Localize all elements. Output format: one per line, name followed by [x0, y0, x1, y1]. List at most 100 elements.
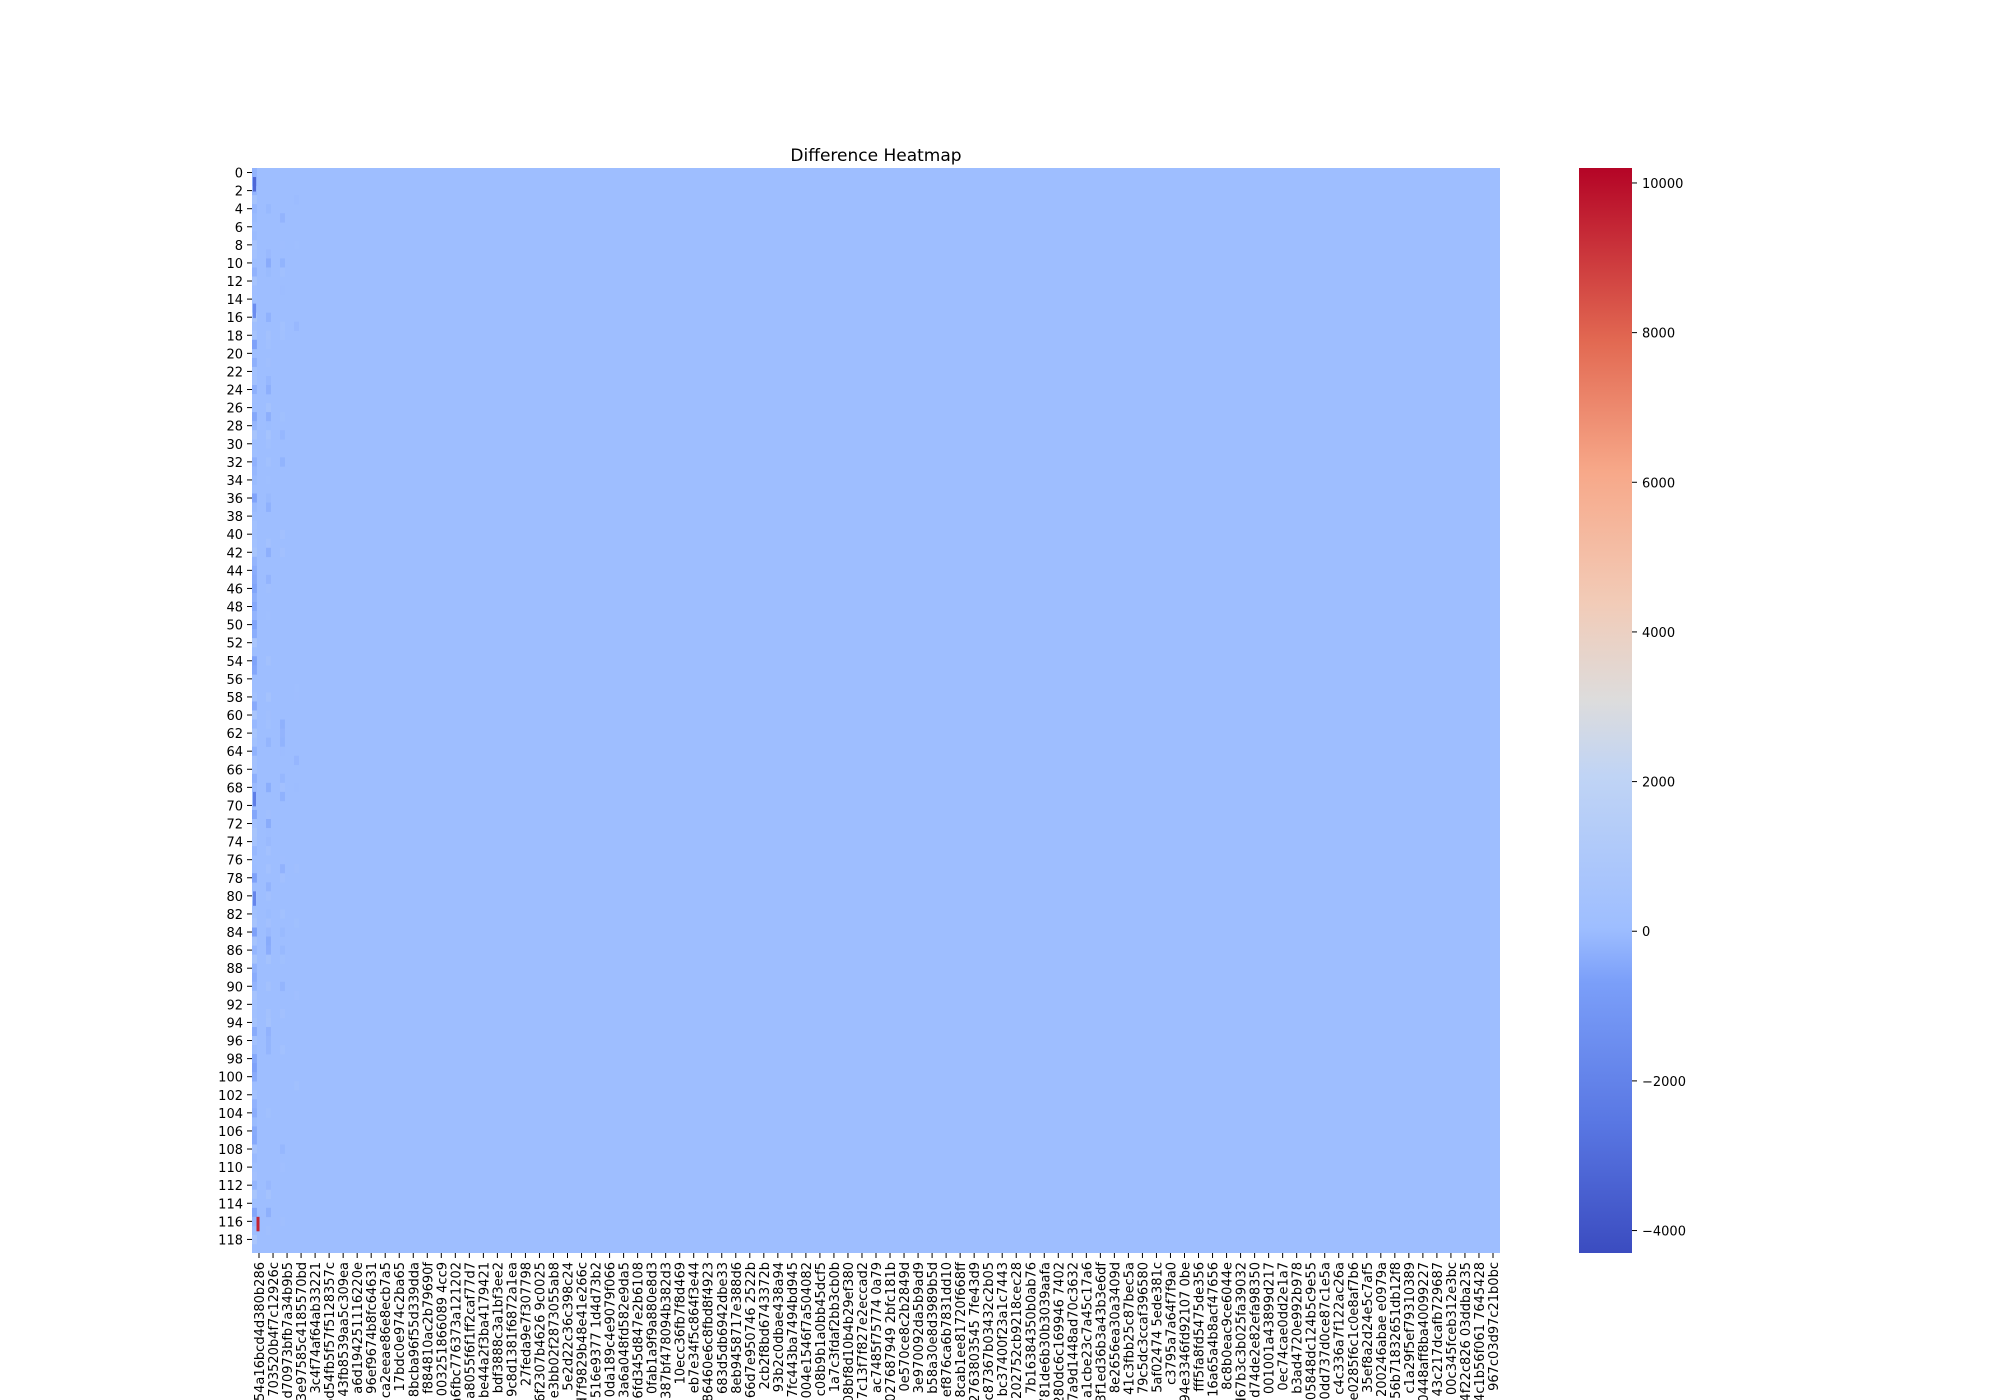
- heatmap-cell: [266, 611, 271, 621]
- x-tick-label: 79c5dc3ccaf396580: [1136, 1262, 1151, 1394]
- heatmap-cell: [266, 502, 271, 512]
- heatmap-cell: [252, 249, 257, 259]
- heatmap-cell: [294, 366, 299, 377]
- heatmap-cell: [280, 855, 285, 865]
- heatmap-cell: [266, 267, 271, 277]
- heatmap-cell: [280, 773, 285, 784]
- x-tick-label: b3ad4720e992b978: [1291, 1262, 1306, 1394]
- heatmap-cell: [266, 819, 271, 829]
- x-tick-label: 0ec74cae0dd2e1a7: [1277, 1262, 1292, 1391]
- heatmap-cell: [252, 385, 257, 395]
- y-tick-label: 0: [235, 167, 243, 182]
- x-tick-label: 8e2656ea30a3409d: [1108, 1262, 1123, 1393]
- x-tick-label: 3e970092da5b9ad9: [912, 1262, 927, 1393]
- colorbar-tick-label: 6000: [1642, 476, 1675, 491]
- heatmap-cell: [252, 846, 257, 856]
- y-tick-label: 26: [226, 402, 243, 417]
- y-tick-label: 74: [226, 836, 243, 851]
- heatmap-cell: [280, 213, 285, 223]
- y-tick-label: 108: [218, 1143, 243, 1158]
- heatmap-cell: [252, 809, 257, 820]
- x-tick-label: 0e570ce8c2b2849d: [898, 1262, 913, 1392]
- heatmap-cell: [252, 357, 257, 368]
- heatmap-cell: [252, 819, 257, 829]
- heatmap-cell: [252, 999, 257, 1010]
- x-tick-label: 56b71832651db12f8: [1389, 1262, 1404, 1399]
- x-tick-label: bc37400f23a1c7443: [996, 1262, 1011, 1396]
- heatmap-cell: [266, 927, 271, 937]
- heatmap-cell: [252, 1008, 257, 1019]
- x-tick-label: 387bf478094b382d3: [660, 1262, 675, 1399]
- heatmap-cell: [266, 1045, 271, 1055]
- x-tick-label: 08bf8d10b4b29ef380: [842, 1262, 857, 1400]
- x-tick-label: 004e1546f7a504082: [800, 1262, 815, 1398]
- heatmap-cell: [252, 285, 257, 295]
- heatmap-cell: [252, 1026, 257, 1037]
- heatmap-cell: [252, 602, 257, 612]
- x-tick-label: 3781de6b30b3039aafa: [1038, 1262, 1053, 1400]
- heatmap-cell: [266, 493, 271, 503]
- heatmap-cell: [252, 1171, 257, 1181]
- heatmap-cell: [280, 321, 285, 332]
- x-tick-label: 7b16384350b0ab76: [1024, 1262, 1039, 1394]
- x-tick-label: 8eb9458717e388d6: [730, 1262, 745, 1394]
- x-tick-label: 027687949 2bfc181b: [884, 1262, 899, 1400]
- heatmap-cell: [266, 719, 271, 729]
- x-tick-label: c4c336a7f122ac26a: [1333, 1262, 1348, 1395]
- heatmap-cell: [252, 1234, 257, 1245]
- heatmap-cell: [252, 493, 257, 503]
- x-tick-label: 00c345fceb312e3bc: [1445, 1262, 1460, 1395]
- y-tick-label: 12: [226, 275, 243, 290]
- y-tick-label: 36: [226, 492, 243, 507]
- y-tick-label: 106: [218, 1125, 243, 1140]
- y-tick-label: 62: [226, 727, 243, 742]
- x-tick-label: 5e2d22c36c398c24: [562, 1262, 577, 1391]
- x-tick-label: 05848dc124b5c9e55: [1305, 1262, 1320, 1400]
- heatmap-cell: [266, 1153, 271, 1163]
- x-tick-label: be0e0285f6c1c0e8af7b6: [1347, 1262, 1362, 1400]
- x-tick-label: 001001a43899d217: [1263, 1262, 1278, 1394]
- heatmap-notable-cell: [256, 1216, 260, 1232]
- heatmap-cell: [252, 457, 257, 467]
- y-tick-label: 90: [226, 980, 243, 995]
- heatmap-cell: [266, 1180, 271, 1191]
- heatmap-cell: [280, 737, 285, 747]
- heatmap-cell: [266, 891, 271, 901]
- heatmap-cell: [252, 692, 257, 702]
- y-tick-label: 118: [218, 1233, 243, 1248]
- heatmap-cell: [266, 1108, 271, 1118]
- heatmap-cell: [266, 936, 271, 946]
- x-tick-label: 41c3fbb25c87bec5a: [1122, 1262, 1137, 1395]
- x-tick-label: 7fc443ba7494bd945: [786, 1262, 801, 1397]
- heatmap-cell: [252, 611, 257, 621]
- x-tick-label: 3e97585c4185570bd: [295, 1262, 310, 1400]
- y-tick-label: 100: [218, 1071, 243, 1086]
- heatmap-cell: [280, 1216, 285, 1227]
- heatmap-cell: [252, 737, 257, 747]
- heatmap-cell: [280, 782, 285, 793]
- heatmap-cell: [252, 520, 257, 530]
- heatmap-cell: [252, 267, 257, 277]
- heatmap-cell: [252, 213, 257, 223]
- heatmap-cell: [266, 909, 271, 919]
- heatmap-cell: [252, 1162, 257, 1172]
- y-tick-label: 6: [235, 221, 243, 236]
- heatmap-cell: [252, 909, 257, 919]
- heatmap-cell: [266, 656, 271, 666]
- heatmap-notable-cell: [253, 791, 256, 807]
- x-tick-label: a1cbe23c7a45c17a6: [1080, 1262, 1095, 1398]
- heatmap-cell: [266, 1026, 271, 1037]
- y-tick-label: 76: [226, 854, 243, 869]
- x-tick-label: ca2eeae86e8ecb7a5: [379, 1262, 394, 1398]
- heatmap-cell: [252, 954, 257, 964]
- x-tick-label: a6d194251116220e: [351, 1262, 366, 1394]
- heatmap-cell: [252, 710, 257, 720]
- y-tick-label: 4: [235, 203, 243, 218]
- heatmap-cell: [266, 330, 271, 341]
- heatmap-cell: [252, 1126, 257, 1136]
- y-tick-label: 38: [226, 510, 243, 525]
- heatmap-cell: [252, 873, 257, 883]
- x-tick-label: 6d54fb5f57f5128357c: [323, 1262, 338, 1400]
- heatmap-cell: [266, 710, 271, 720]
- y-tick-label: 72: [226, 818, 243, 833]
